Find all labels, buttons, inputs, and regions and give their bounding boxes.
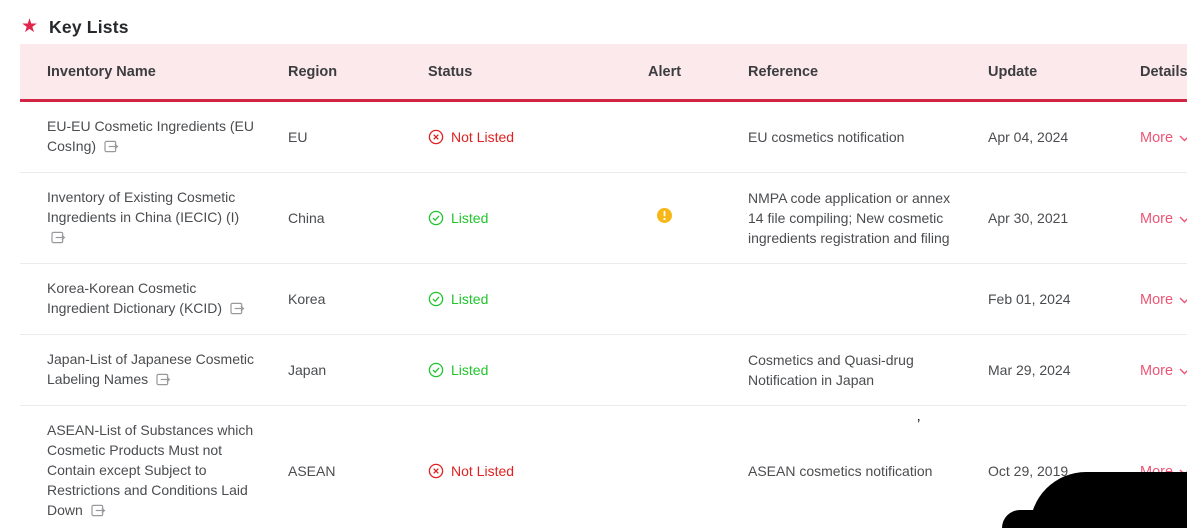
listed-icon	[428, 291, 444, 307]
inventory-name-cell: ASEAN-List of Substances which Cosmetic …	[47, 420, 288, 522]
key-lists-table: Inventory Name Region Status Alert Refer…	[20, 44, 1187, 528]
inventory-name-text: Korea-Korean Cosmetic Ingredient Diction…	[47, 280, 223, 316]
more-button[interactable]: More	[1140, 128, 1187, 148]
status-cell: Not Listed	[428, 461, 648, 481]
inventory-name-cell: Japan-List of Japanese Cosmetic Labeling…	[47, 349, 288, 391]
more-button[interactable]: More	[1140, 361, 1187, 381]
more-button[interactable]: More	[1140, 209, 1187, 229]
status-cell: Listed	[428, 208, 648, 228]
external-link-icon[interactable]	[156, 371, 171, 391]
table-row: EU-EU Cosmetic Ingredients (EU CosIng) E…	[20, 102, 1187, 173]
inventory-name-text: Inventory of Existing Cosmetic Ingredien…	[47, 189, 240, 225]
page-header: ★ Key Lists	[0, 0, 1187, 44]
table-body: EU-EU Cosmetic Ingredients (EU CosIng) E…	[20, 102, 1187, 528]
inventory-name-cell: Inventory of Existing Cosmetic Ingredien…	[47, 187, 288, 249]
external-link-icon[interactable]	[230, 300, 245, 320]
star-icon: ★	[21, 15, 39, 37]
status-label: Listed	[451, 362, 489, 378]
update-cell: Oct 29, 2019	[988, 463, 1069, 479]
alert-cell	[648, 207, 748, 229]
details-cell: More	[1126, 360, 1187, 381]
status-label: Not Listed	[451, 129, 515, 145]
column-header-update: Update	[988, 63, 1038, 80]
details-cell: More	[1126, 289, 1187, 310]
status-label: Listed	[451, 291, 489, 307]
region-cell: ASEAN	[288, 463, 336, 479]
chevron-down-icon	[1179, 297, 1187, 304]
region-cell: Korea	[288, 291, 326, 307]
listed-icon	[428, 362, 444, 378]
table-row: Inventory of Existing Cosmetic Ingredien…	[20, 173, 1187, 264]
external-link-icon[interactable]	[104, 138, 119, 158]
column-header-inventory-name: Inventory Name	[47, 63, 156, 80]
redaction-blob	[1002, 472, 1187, 528]
update-cell: Mar 29, 2024	[988, 362, 1071, 378]
status-label: Listed	[451, 210, 489, 226]
column-header-alert: Alert	[648, 63, 682, 80]
more-label: More	[1140, 291, 1174, 308]
region-cell: China	[288, 210, 325, 226]
more-label: More	[1140, 129, 1174, 146]
not-listed-icon	[428, 129, 444, 145]
more-label: More	[1140, 362, 1174, 379]
inventory-name-text: EU-EU Cosmetic Ingredients (EU CosIng)	[47, 118, 254, 154]
table-header-row: Inventory Name Region Status Alert Refer…	[20, 44, 1187, 102]
details-cell: More	[1126, 208, 1187, 229]
reference-cell: Cosmetics and Quasi-drug Notification in…	[748, 352, 914, 388]
external-link-icon[interactable]	[51, 229, 66, 249]
chevron-down-icon	[1179, 216, 1187, 223]
inventory-name-text: Japan-List of Japanese Cosmetic Labeling…	[47, 351, 254, 387]
status-cell: Listed	[428, 360, 648, 380]
alert-icon[interactable]	[656, 207, 673, 229]
update-cell: Apr 04, 2024	[988, 129, 1069, 145]
status-cell: Not Listed	[428, 127, 648, 147]
listed-icon	[428, 210, 444, 226]
status-cell: Listed	[428, 289, 648, 309]
table-row: Korea-Korean Cosmetic Ingredient Diction…	[20, 264, 1187, 335]
reference-cell: EU cosmetics notification	[748, 129, 905, 145]
reference-cell: NMPA code application or annex 14 file c…	[748, 190, 951, 246]
chevron-down-icon	[1179, 135, 1187, 142]
status-label: Not Listed	[451, 463, 515, 479]
update-cell: Feb 01, 2024	[988, 291, 1071, 307]
inventory-name-cell: Korea-Korean Cosmetic Ingredient Diction…	[47, 278, 288, 320]
column-header-region: Region	[288, 63, 338, 80]
table-row: ASEAN-List of Substances which Cosmetic …	[20, 406, 1187, 528]
external-link-icon[interactable]	[91, 502, 106, 522]
table-row: Japan-List of Japanese Cosmetic Labeling…	[20, 335, 1187, 406]
chevron-down-icon	[1179, 368, 1187, 375]
not-listed-icon	[428, 463, 444, 479]
reference-cell: ASEAN cosmetics notification	[748, 463, 933, 479]
page-title: Key Lists	[49, 16, 129, 37]
inventory-name-cell: EU-EU Cosmetic Ingredients (EU CosIng)	[47, 116, 288, 158]
column-header-status: Status	[428, 63, 473, 80]
more-label: More	[1140, 210, 1174, 227]
update-cell: Apr 30, 2021	[988, 210, 1069, 226]
column-header-reference: Reference	[748, 63, 819, 80]
details-cell: More	[1126, 127, 1187, 148]
region-cell: EU	[288, 129, 308, 145]
region-cell: Japan	[288, 362, 327, 378]
more-button[interactable]: More	[1140, 290, 1187, 310]
column-header-details: Details	[1140, 63, 1187, 80]
stray-mark: ’	[917, 416, 921, 433]
inventory-name-text: ASEAN-List of Substances which Cosmetic …	[47, 422, 254, 518]
